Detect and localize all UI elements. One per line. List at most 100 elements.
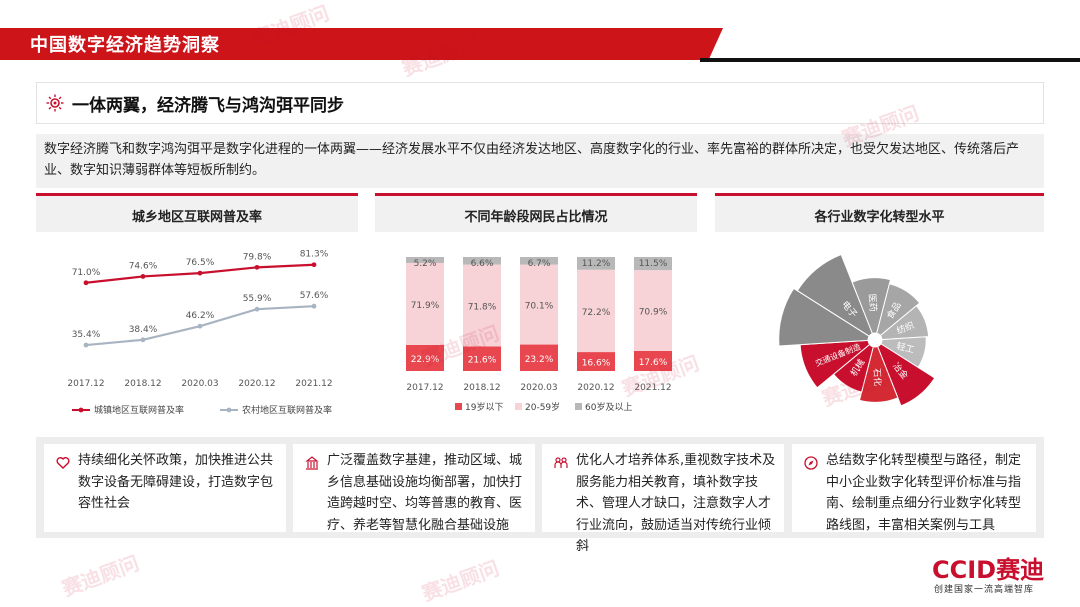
- legend-label: 20-59岁: [525, 401, 560, 413]
- x-tick-label: 2017.12: [67, 379, 104, 389]
- data-point: [140, 274, 146, 279]
- rose-hub: [868, 333, 882, 347]
- section-title: 一体两翼，经济腾飞与鸿沟弭平同步: [72, 96, 344, 116]
- data-point: [254, 306, 260, 312]
- card-text: 广泛覆盖数字基建，推动区域、城乡信息基础设施均衡部署，加快打造跨越时空、均等普惠…: [327, 453, 523, 533]
- bar-segment: [406, 257, 444, 263]
- rose-slice: [796, 253, 874, 337]
- watermark: 赛迪顾问: [418, 555, 503, 606]
- data-label: 70.9%: [639, 308, 668, 318]
- bar-segment: [520, 264, 558, 345]
- data-label: 57.6%: [300, 291, 329, 301]
- data-label: 71.8%: [468, 302, 497, 312]
- data-label: 79.8%: [243, 252, 272, 262]
- rose-slice: [799, 339, 871, 389]
- page-title: 中国数字经济趋势洞察: [30, 35, 220, 56]
- card-transformation: 总结数字化转型模型与路径，制定中小企业数字化转型评价标准与指南、绘制重点细分行业…: [792, 444, 1036, 533]
- x-tick-label: 2021.12: [634, 383, 671, 393]
- legend-label: 60岁及以上: [585, 401, 632, 413]
- chart-title: 各行业数字化转型水平: [814, 210, 945, 225]
- data-label: 5.2%: [414, 259, 437, 269]
- brand-slogan: 创建国家一流高端智库: [934, 585, 1035, 595]
- data-point: [83, 280, 89, 286]
- bar-segment: [634, 257, 672, 271]
- intro-paragraph: 数字经济腾飞和数字鸿沟弭平是数字化进程的一体两翼——经济发展水平不仅由经济发达地…: [36, 134, 1044, 188]
- data-label: 17.6%: [639, 358, 668, 368]
- header-band: [0, 28, 723, 60]
- data-label: 38.4%: [129, 325, 158, 335]
- chart-title: 不同年龄段网民占比情况: [464, 210, 608, 225]
- card-inclusion: 持续细化关怀政策，加快推进公共数字设备无障碍建设，打造数字包容性社会: [44, 444, 286, 532]
- data-label: 23.2%: [525, 355, 554, 365]
- x-tick-label: 2020.12: [577, 383, 614, 393]
- card-text: 总结数字化转型模型与路径，制定中小企业数字化转型评价标准与指南、绘制重点细分行业…: [826, 453, 1022, 533]
- line-chart: 71.0% 74.6% 76.5% 79.8% 81.3% 35.4% 38.4% 46.2%…: [67, 250, 332, 416]
- legend-marker: [78, 407, 84, 413]
- bar-segment: [634, 270, 672, 351]
- data-point: [197, 323, 203, 329]
- data-label: 71.0%: [72, 268, 101, 278]
- legend-label: 19岁以下: [465, 401, 503, 413]
- chart-panel-age: 不同年龄段网民占比情况 22.9% 71.9% 5.2% 2017.12 21.6% 71…: [375, 193, 697, 429]
- card-talent: 优化人才培养体系,重视数字技术及服务能力相关教育，填补数字技术、管理人才缺口，注…: [542, 444, 784, 554]
- bar-segment: [406, 262, 444, 345]
- compass-icon: [804, 456, 818, 470]
- legend-swatch: [575, 403, 582, 410]
- bar-segment: [577, 352, 615, 371]
- data-label: 70.1%: [525, 302, 554, 312]
- data-label: 71.9%: [411, 301, 440, 311]
- data-point: [140, 337, 146, 343]
- data-label: 16.6%: [582, 359, 611, 369]
- legend-marker: [226, 407, 232, 413]
- heart-icon: [56, 457, 70, 469]
- data-point: [311, 262, 317, 268]
- data-label: 35.4%: [72, 330, 101, 340]
- x-tick-label: 2018.12: [124, 379, 161, 389]
- legend-label: 城镇地区互联网普及率: [94, 404, 184, 416]
- data-label: 21.6%: [468, 356, 497, 366]
- data-label: 55.9%: [243, 294, 272, 304]
- x-tick-label: 2021.12: [295, 379, 332, 389]
- x-tick-label: 2018.12: [463, 383, 500, 393]
- card-text: 优化人才培养体系,重视数字技术及服务能力相关教育，填补数字技术、管理人才缺口，注…: [576, 453, 776, 554]
- data-point: [83, 342, 89, 348]
- data-label: 11.5%: [639, 259, 668, 269]
- bar-segment: [634, 350, 672, 371]
- data-point: [311, 303, 317, 309]
- chart-title: 城乡地区互联网普及率: [131, 210, 262, 225]
- rose-slice: [879, 304, 930, 341]
- bar-segment: [520, 257, 558, 265]
- bar-segment: [577, 257, 615, 270]
- data-label: 11.2%: [582, 259, 611, 269]
- chart-panel-industry: 各行业数字化转型水平 电子 医药 食品 纺织 轻工 冶金 石化 机械 交通设备制造: [715, 193, 1044, 429]
- building-icon: [305, 456, 319, 470]
- data-label: 74.6%: [129, 261, 158, 271]
- sun-icon: [46, 94, 64, 112]
- x-tick-label: 2020.03: [181, 379, 218, 389]
- x-tick-label: 2017.12: [406, 383, 443, 393]
- data-label: 6.7%: [528, 259, 551, 269]
- x-tick-label: 2020.12: [238, 379, 275, 389]
- bar-segment: [463, 264, 501, 347]
- bar-segment: [463, 346, 501, 371]
- data-label: 81.3%: [300, 250, 329, 260]
- bar-segment: [463, 257, 501, 265]
- legend-swatch: [515, 403, 522, 410]
- card-text: 持续细化关怀政策，加快推进公共数字设备无障碍建设，打造数字包容性社会: [78, 453, 274, 511]
- header-rule: [700, 58, 1080, 62]
- bar-segment: [577, 269, 615, 353]
- legend-swatch: [455, 403, 462, 410]
- rose-slice: [778, 287, 870, 347]
- data-label: 76.5%: [186, 258, 215, 268]
- bar-segment: [406, 344, 444, 371]
- data-label: 46.2%: [186, 311, 215, 321]
- bar-segment: [520, 344, 558, 371]
- slice-label: 石化: [871, 368, 884, 387]
- slice-label: 医药: [866, 293, 878, 312]
- chart-panel-urban-rural: 城乡地区互联网普及率 71.0% 74.6% 76.5% 79.8% 81.3% 35.4…: [36, 193, 358, 429]
- data-point: [197, 270, 203, 276]
- watermark: 赛迪顾问: [58, 550, 143, 601]
- data-point: [254, 264, 260, 270]
- card-infrastructure: 广泛覆盖数字基建，推动区域、城乡信息基础设施均衡部署，加快打造跨越时空、均等普惠…: [293, 444, 535, 533]
